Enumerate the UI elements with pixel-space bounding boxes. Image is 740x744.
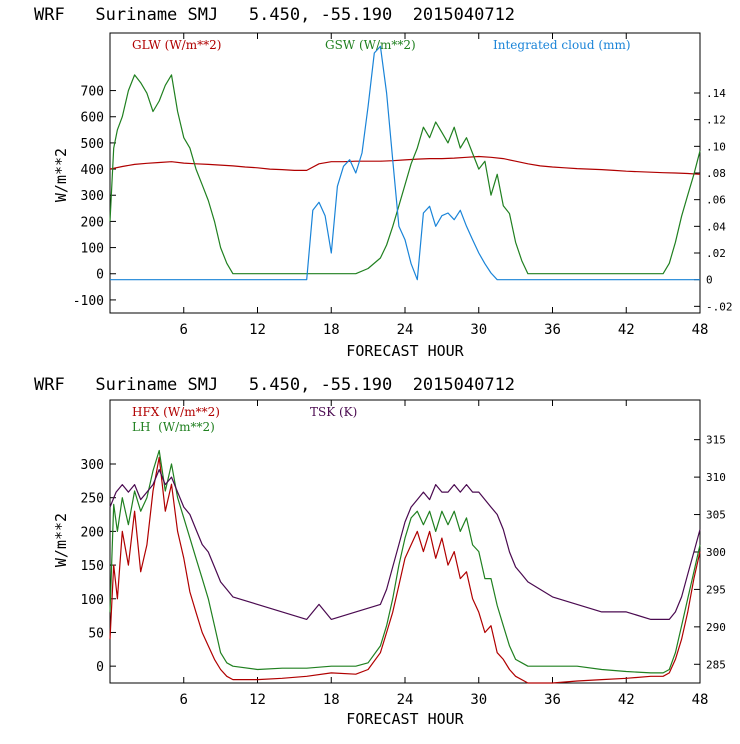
chart1-y2tick-label: 0 — [706, 274, 713, 287]
chart1-ylabel: W/m**2 — [52, 148, 70, 202]
chart1-y2tick-label: .06 — [706, 194, 726, 207]
chart2-ytick-label: 0 — [96, 660, 104, 675]
chart2-xtick-label: 30 — [470, 692, 487, 708]
chart1-series-integrated — [110, 45, 700, 281]
chart2-y2tick-label: 295 — [706, 583, 726, 596]
chart1-series-glw — [109, 155, 701, 175]
chart2-ytick-label: 100 — [81, 593, 104, 608]
chart2-ylabel: W/m**2 — [52, 513, 70, 567]
chart1-xtick-label: 48 — [692, 322, 709, 338]
chart2-xtick-label: 6 — [180, 692, 188, 708]
chart1-legend-glw: GLW (W/m**2) — [132, 38, 221, 52]
chart2-ytick-label: 200 — [81, 525, 104, 540]
chart2-series-hfx — [109, 456, 701, 684]
chart1-ytick-label: 700 — [81, 85, 104, 100]
chart2-xlabel: FORECAST HOUR — [346, 710, 464, 728]
chart1-ytick-label: -100 — [73, 294, 104, 309]
chart2-y2tick-label: 305 — [706, 509, 726, 522]
chart2-ytick-label: 250 — [81, 492, 104, 507]
chart1-ytick-label: 400 — [81, 163, 104, 178]
chart2-xtick-label: 18 — [323, 692, 340, 708]
chart1-ytick-label: 500 — [81, 137, 104, 152]
chart2-y2tick-label: 315 — [706, 434, 726, 447]
chart2-title: WRF Suriname SMJ 5.450, -55.190 20150407… — [34, 375, 515, 395]
chart1-series-gsw — [109, 74, 701, 275]
chart2-plot-area: 6 12 18 24 30 36 42 48 0 50 100 150 200 250 300 285 290 2… — [81, 399, 726, 708]
chart1-ytick-label: 600 — [81, 111, 104, 126]
chart1-ytick-label: 0 — [96, 268, 104, 283]
chart2-legend-lh: LH (W/m**2) — [132, 420, 215, 434]
chart1-frame — [109, 32, 701, 314]
chart2-y2tick-label: 310 — [706, 471, 726, 484]
chart1-xtick-label: 18 — [323, 322, 340, 338]
chart2-xtick-label: 42 — [618, 692, 635, 708]
chart2-xtick-label: 12 — [249, 692, 266, 708]
chart2-xtick-label: 24 — [397, 692, 414, 708]
chart2-ytick-label: 300 — [81, 458, 104, 473]
chart2-xtick-label: 36 — [544, 692, 561, 708]
chart2-legend-tsk: TSK (K) — [310, 405, 357, 419]
chart2-y2tick-label: 285 — [706, 658, 726, 671]
chart1-xtick-label: 12 — [249, 322, 266, 338]
chart2-y2tick-label: 290 — [706, 621, 726, 634]
chart1-y2tick-label: -.02 — [706, 300, 733, 313]
chart1-xtick-label: 42 — [618, 322, 635, 338]
chart2-frame — [109, 399, 701, 684]
chart1-y2tick-label: .08 — [706, 167, 726, 180]
chart2-xtick-label: 48 — [692, 692, 709, 708]
chart1-ytick-label: 100 — [81, 242, 104, 257]
chart1-xtick-label: 36 — [544, 322, 561, 338]
chart1-xtick-label: 6 — [180, 322, 188, 338]
chart1-y2tick-label: .14 — [706, 87, 726, 100]
chart2-series-lh — [109, 449, 701, 674]
chart2-y2tick-label: 300 — [706, 546, 726, 559]
chart2-ytick-label: 150 — [81, 559, 104, 574]
chart1-legend-gsw: GSW (W/m**2) — [325, 38, 416, 52]
chart1-title: WRF Suriname SMJ 5.450, -55.190 20150407… — [34, 5, 515, 25]
chart1-xtick-label: 30 — [470, 322, 487, 338]
chart2-ytick-label: 50 — [88, 626, 104, 641]
chart1-y2tick-label: .10 — [706, 140, 726, 153]
chart1-legend-cloud: Integrated cloud (mm) — [493, 38, 631, 52]
chart1-y2tick-label: .12 — [706, 114, 726, 127]
chart1-ytick-label: 200 — [81, 215, 104, 230]
chart1-plot-area: 6 12 18 24 30 36 42 48 -100 0 100 200 300 400 500 600 70… — [73, 32, 733, 338]
chart1-y2tick-label: .02 — [706, 247, 726, 260]
chart2-legend-hfx: HFX (W/m**2) — [132, 405, 220, 419]
chart2-series-tsk — [109, 469, 701, 621]
chart1-y2tick-label: .04 — [706, 220, 726, 233]
chart1-xlabel: FORECAST HOUR — [346, 342, 464, 360]
chart1-ytick-label: 300 — [81, 189, 104, 204]
chart1-xtick-label: 24 — [397, 322, 414, 338]
